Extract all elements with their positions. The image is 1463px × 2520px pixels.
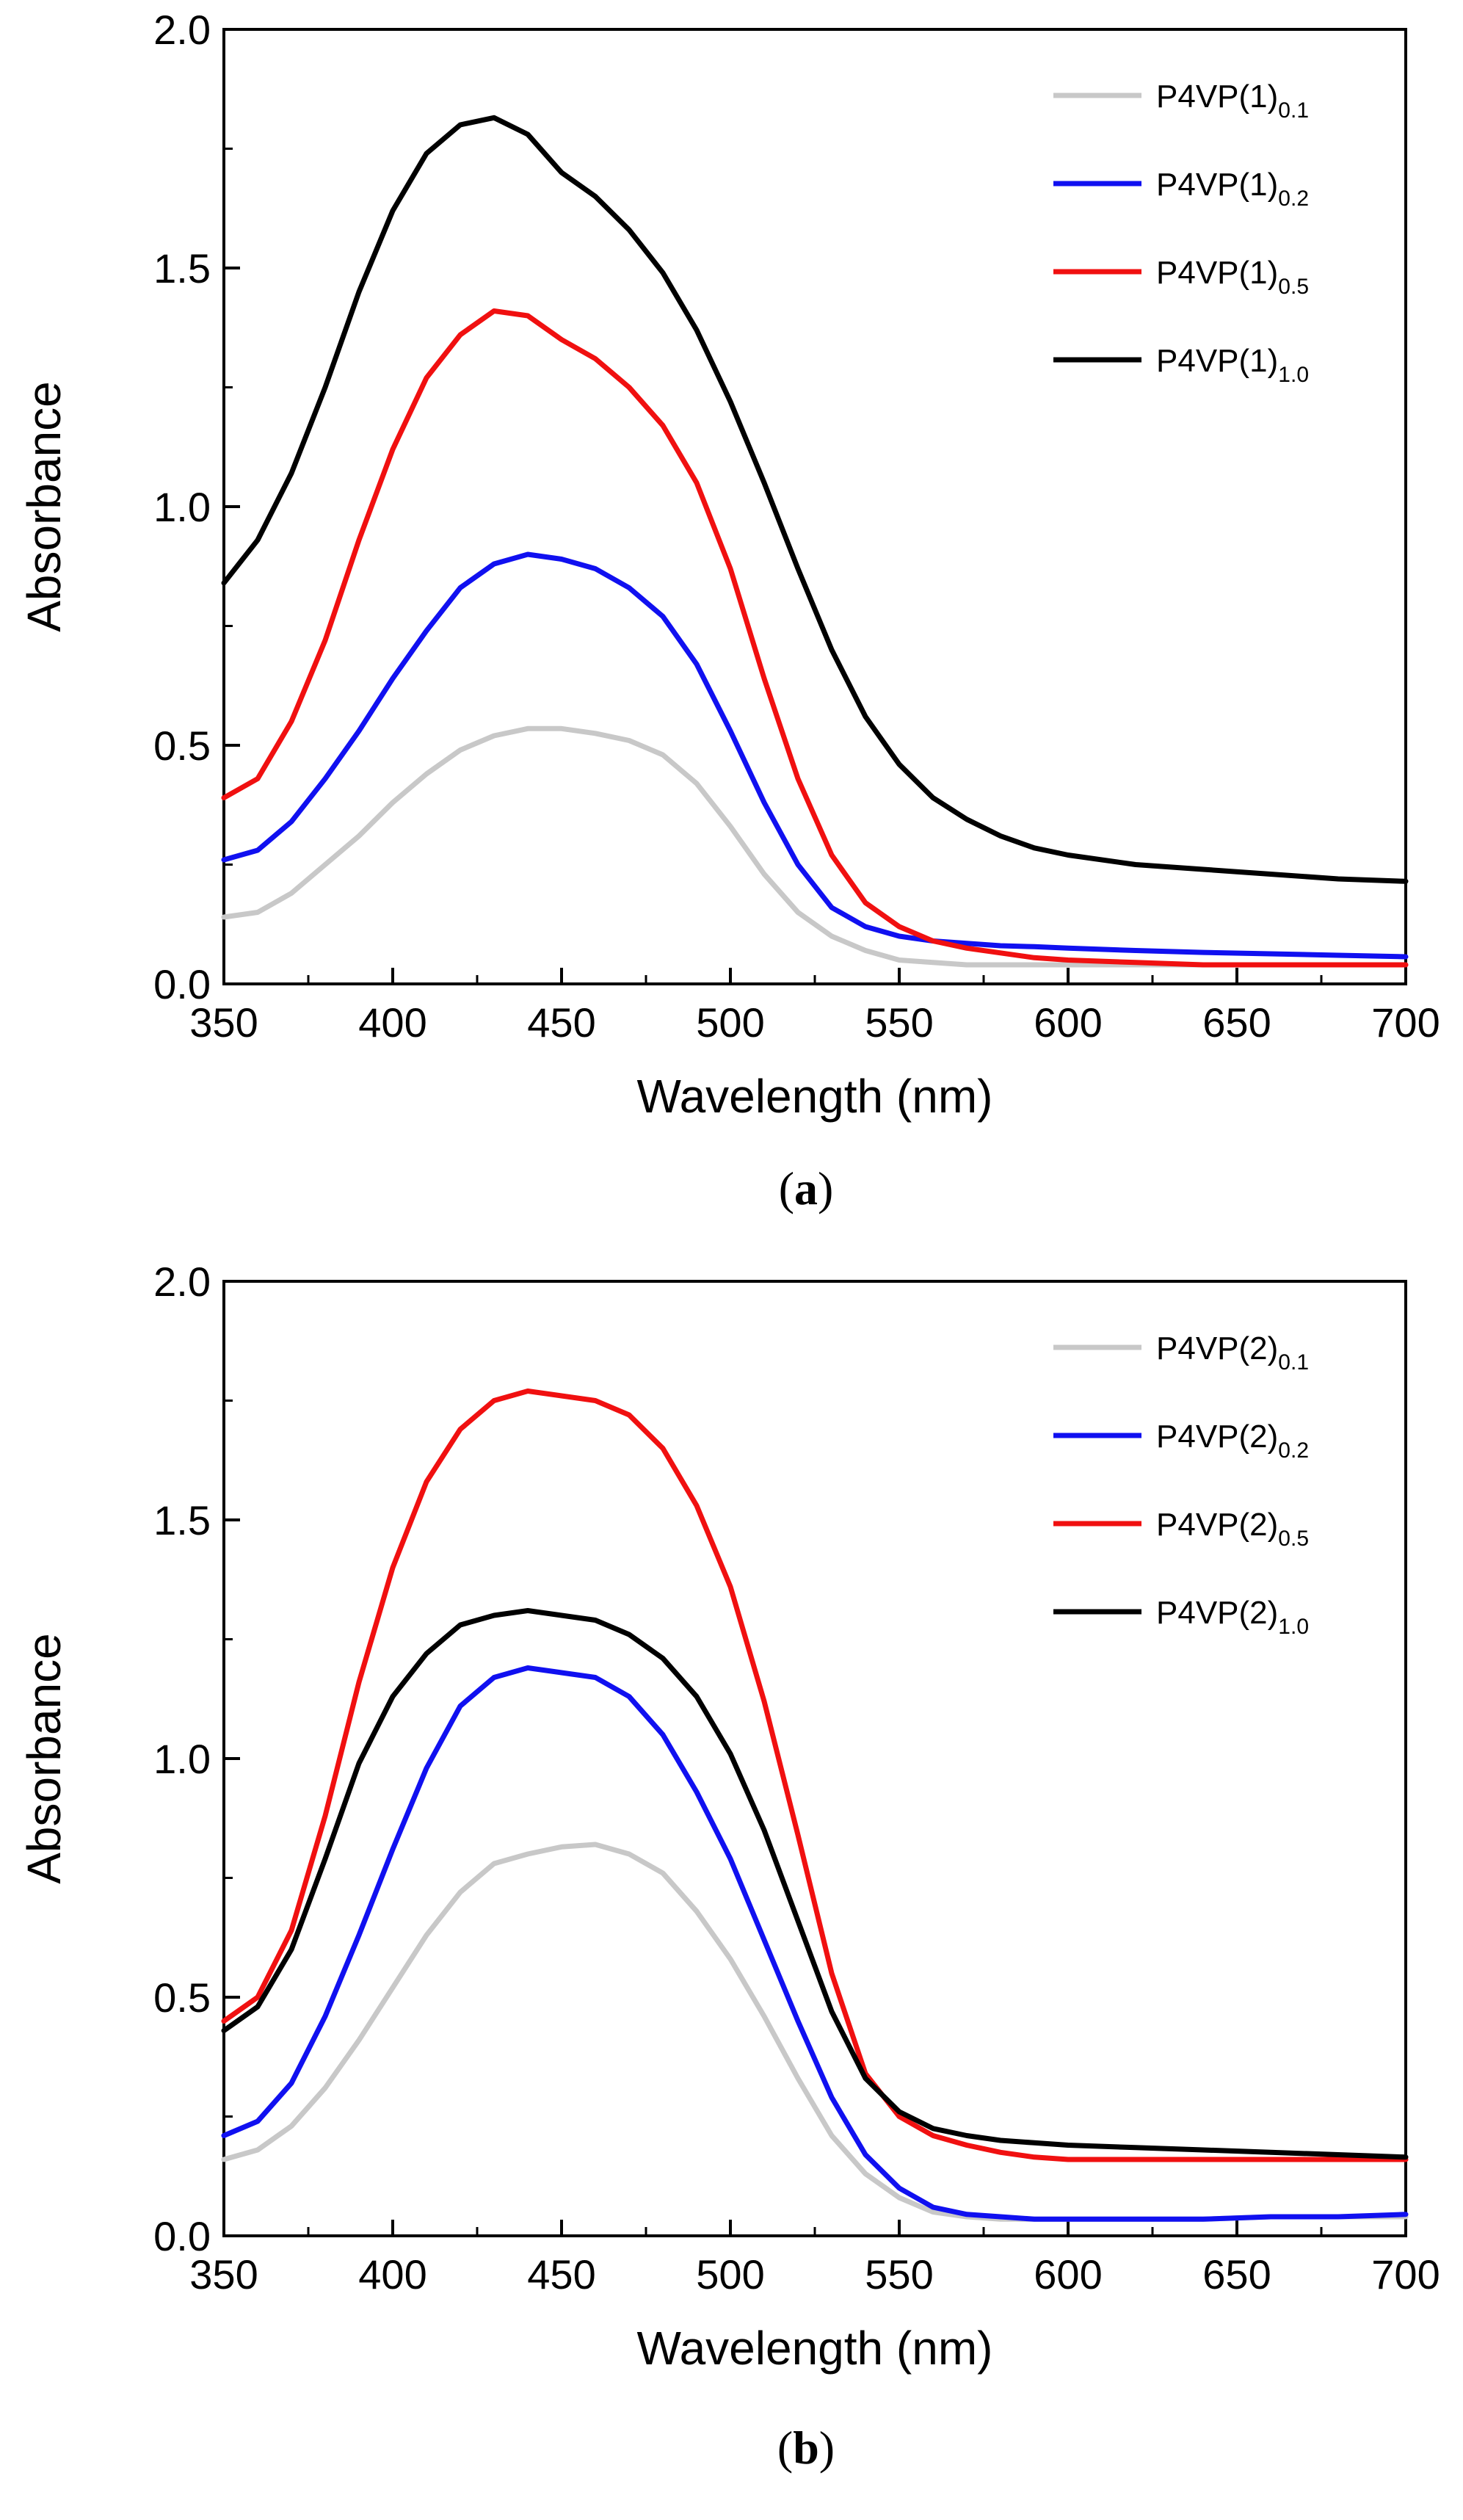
legend-label-main: P4VP(2)	[1156, 1507, 1278, 1543]
legend-label-subscript: 1.0	[1278, 1615, 1309, 1639]
y-tick-label: 1.5	[153, 1497, 211, 1543]
x-tick-label: 650	[1202, 999, 1271, 1046]
x-tick-label: 450	[527, 999, 595, 1046]
panel-label: (b)	[777, 2422, 835, 2474]
legend-label: P4VP(1)0.2	[1156, 167, 1309, 211]
series-line-0.2	[221, 551, 1409, 960]
panel-label-letter: b	[793, 2422, 819, 2474]
y-tick-label: 0.5	[153, 1974, 211, 2021]
legend-label-main: P4VP(1)	[1156, 167, 1278, 203]
x-tick-label: 500	[696, 2251, 764, 2298]
x-tick-label: 550	[865, 2251, 933, 2298]
series-line-1.0	[221, 115, 1409, 884]
x-tick-label: 400	[358, 2251, 426, 2298]
series-line-0.5	[221, 1388, 1409, 2162]
y-tick-label: 2.0	[153, 1259, 211, 1305]
legend-label-subscript: 0.1	[1278, 1350, 1309, 1375]
legend-label-main: P4VP(1)	[1156, 255, 1278, 291]
legend-label: P4VP(2)1.0	[1156, 1595, 1309, 1639]
y-tick-label: 1.0	[153, 484, 211, 530]
series-line-0.2	[221, 1665, 1409, 2222]
series-line-0.1	[221, 725, 1409, 968]
legend-label-subscript: 0.5	[1278, 275, 1309, 299]
y-axis-title: Absorbance	[18, 381, 70, 632]
legend-label-subscript: 1.0	[1278, 363, 1309, 387]
y-axis-title: Absorbance	[18, 1633, 70, 1884]
y-tick-label: 2.0	[153, 7, 211, 53]
x-tick-label: 700	[1371, 2251, 1440, 2298]
series-line-1.0	[221, 1608, 1409, 2160]
panel-label-letter: a	[794, 1162, 818, 1214]
legend-label-main: P4VP(1)	[1156, 79, 1278, 115]
y-tick-label: 0.0	[153, 961, 211, 1007]
x-axis-title: Wavelength (nm)	[637, 2322, 993, 2375]
x-tick-label: 350	[189, 2251, 258, 2298]
legend-label-subscript: 0.2	[1278, 187, 1309, 211]
legend-label-main: P4VP(1)	[1156, 343, 1278, 379]
x-tick-label: 450	[527, 2251, 595, 2298]
panel-label: (a)	[779, 1162, 834, 1214]
legend-label: P4VP(1)1.0	[1156, 343, 1309, 387]
panel-label-close-paren: )	[819, 2422, 835, 2474]
y-tick-label: 1.5	[153, 245, 211, 292]
legend-label: P4VP(2)0.1	[1156, 1330, 1309, 1375]
x-tick-label: 400	[358, 999, 426, 1046]
x-axis-title: Wavelength (nm)	[637, 1070, 993, 1123]
y-tick-label: 1.0	[153, 1736, 211, 1782]
legend-label: P4VP(1)0.1	[1156, 79, 1309, 123]
x-tick-label: 650	[1202, 2251, 1271, 2298]
y-tick-label: 0.5	[153, 723, 211, 769]
legend-label: P4VP(2)0.5	[1156, 1507, 1309, 1551]
panel-label-close-paren: )	[818, 1162, 833, 1214]
legend-label-main: P4VP(2)	[1156, 1419, 1278, 1455]
legend-label-main: P4VP(2)	[1156, 1330, 1278, 1366]
x-tick-label: 600	[1034, 999, 1102, 1046]
legend-label: P4VP(2)0.2	[1156, 1419, 1309, 1463]
panel-a: 350 400 450 500 550 600 650 700 0.0 0.5 1.0 1.5 2.0 W…	[18, 7, 1440, 1214]
legend-label-main: P4VP(2)	[1156, 1595, 1278, 1631]
x-tick-label: 500	[696, 999, 764, 1046]
legend-label-subscript: 0.2	[1278, 1438, 1309, 1463]
y-tick-label: 0.0	[153, 2213, 211, 2259]
legend-label: P4VP(1)0.5	[1156, 255, 1309, 299]
panel-label-open-paren: (	[779, 1162, 794, 1214]
legend-label-subscript: 0.5	[1278, 1527, 1309, 1551]
series-line-0.5	[221, 308, 1409, 968]
x-tick-label: 550	[865, 999, 933, 1046]
x-tick-label: 350	[189, 999, 258, 1046]
x-tick-label: 700	[1371, 999, 1440, 1046]
panel-b: 350 400 450 500 550 600 650 700 0.0 0.5 1.0 1.5 2.0 W…	[18, 1259, 1440, 2474]
legend-label-subscript: 0.1	[1278, 98, 1309, 123]
panel-label-open-paren: (	[777, 2422, 793, 2474]
x-tick-label: 600	[1034, 2251, 1102, 2298]
